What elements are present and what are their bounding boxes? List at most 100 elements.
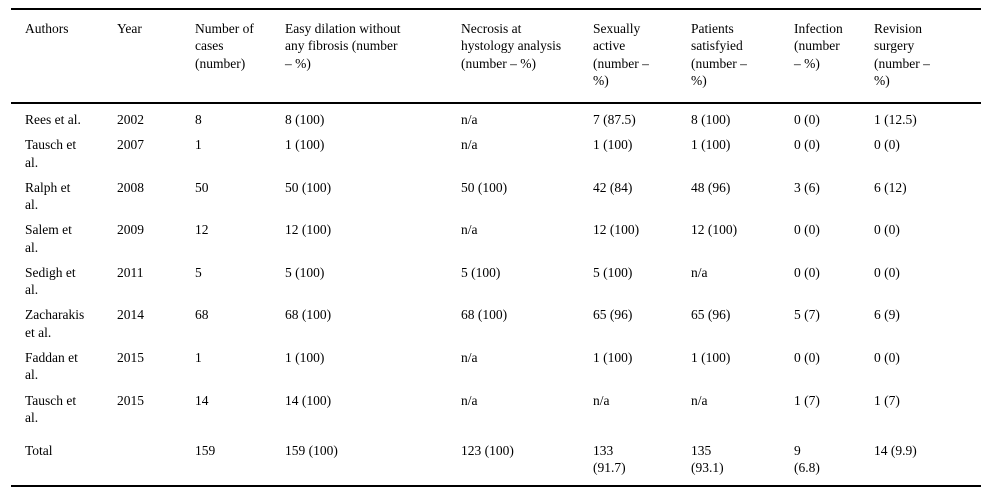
column-header: Patients satisfyied (number – %) [683, 9, 786, 105]
table-cell: 68 (100) [461, 307, 508, 323]
table-cell: 6 (12) [874, 179, 907, 195]
table-cell: 5 (100) [593, 264, 633, 280]
table-cell: 8 [195, 112, 202, 128]
table-cell: 14 (9.9) [874, 443, 917, 459]
table-cell: Total [25, 443, 53, 459]
table-row: Tausch et al. 2015 14 14 (100) n/a n/a n/a 1 (7… [11, 388, 981, 431]
table-cell: 12 (100) [593, 222, 640, 238]
table-cell: 0 (0) [794, 349, 820, 365]
table-cell: 12 (100) [691, 222, 738, 238]
table-cell: 159 [195, 443, 216, 459]
column-header: Authors [11, 9, 109, 105]
column-header: Necrosis at hystology analysis (number –… [453, 9, 585, 105]
table-cell: n/a [461, 222, 478, 238]
table-cell: 159 (100) [285, 443, 338, 459]
table-cell: 0 (0) [874, 349, 900, 365]
table-cell: 42 (84) [593, 179, 633, 195]
table-cell: 1 (7) [794, 392, 820, 408]
table-cell [109, 430, 187, 486]
table-row: Sedigh et al. 2011 5 5 (100) 5 (100) 5 (100) n… [11, 260, 981, 303]
table-cell: 123 (100) [461, 443, 514, 459]
table-cell: n/a [593, 392, 610, 408]
column-header: Number of cases (number) [187, 9, 277, 105]
table-cell: Ralph et al. [25, 179, 71, 213]
table-row: Total 159 159 (100) 123 (100) 133 (91.7) 135 … [11, 430, 981, 486]
table-cell: 65 (96) [691, 307, 731, 323]
table-cell: 2014 [117, 307, 144, 323]
table-cell: n/a [461, 349, 478, 365]
table-cell: 1 (7) [874, 392, 900, 408]
table-cell: Faddan et al. [25, 349, 78, 383]
table-cell: Tausch et al. [25, 392, 77, 425]
table-cell: 0 (0) [794, 112, 820, 128]
table-cell: 133 (91.7) [593, 443, 626, 476]
table-body: Rees et al. 2002 8 8 (100) n/a 7 (87.5) 8 (100… [11, 103, 981, 486]
table-cell: 5 (7) [794, 307, 820, 323]
table-cell: 14 [195, 392, 209, 408]
table-cell: 8 (100) [285, 112, 325, 128]
table-cell: 50 [195, 179, 209, 195]
table-cell: 2015 [117, 392, 144, 408]
table-cell: 0 (0) [794, 264, 820, 280]
table-cell: 65 (96) [593, 307, 633, 323]
table-cell: 1 (100) [593, 349, 633, 365]
table-cell: 0 (0) [794, 137, 820, 153]
table-cell: 2008 [117, 179, 144, 195]
table-cell: n/a [461, 137, 478, 153]
table-cell: 1 (100) [691, 349, 731, 365]
table-cell: 5 (100) [285, 264, 325, 280]
table-cell: 9 (6.8) [794, 443, 820, 476]
table-row: Faddan et al. 2015 1 1 (100) n/a 1 (100) 1 (10… [11, 345, 981, 388]
column-header: Year [109, 9, 187, 105]
table-cell: 6 (9) [874, 307, 900, 323]
table-row: Salem et al. 2009 12 12 (100) n/a 12 (100) 12 … [11, 217, 981, 260]
table-cell: 1 [195, 137, 202, 153]
table-cell: 1 (100) [691, 137, 731, 153]
table-cell: 8 (100) [691, 112, 731, 128]
table-cell: 12 [195, 222, 209, 238]
table-cell: 1 (100) [593, 137, 633, 153]
table-cell: Tausch et al. [25, 137, 77, 170]
table-cell: 68 [195, 307, 209, 323]
table-cell: 0 (0) [874, 264, 900, 280]
column-header: Infection (number – %) [786, 9, 866, 105]
table-cell: Rees et al. [25, 112, 81, 128]
table-cell: 2015 [117, 349, 144, 365]
table-cell: 2011 [117, 264, 144, 280]
table-cell: 48 (96) [691, 179, 731, 195]
table-row: Zacharakis et al. 2014 68 68 (100) 68 (100) 6… [11, 302, 981, 345]
table-cell: 135 (93.1) [691, 443, 724, 476]
table-cell: 1 [195, 349, 202, 365]
table-cell: 50 (100) [461, 179, 508, 195]
table-cell: n/a [461, 112, 478, 128]
table-cell: n/a [691, 392, 708, 408]
column-header: Easy dilation without any fibrosis (numb… [277, 9, 453, 105]
results-table: Authors Year Number of cases (number) Easy … [11, 8, 981, 487]
table-cell: 0 (0) [794, 222, 820, 238]
table-cell: 0 (0) [874, 222, 900, 238]
table-cell: 5 [195, 264, 202, 280]
table-cell: 3 (6) [794, 179, 820, 195]
table-cell: 12 (100) [285, 222, 332, 238]
table-cell: 0 (0) [874, 137, 900, 153]
column-header: Revision surgery (number – %) [866, 9, 981, 105]
table-cell: 5 (100) [461, 264, 501, 280]
table-row: Tausch et al. 2007 1 1 (100) n/a 1 (100) 1 (10… [11, 132, 981, 175]
table-row: Rees et al. 2002 8 8 (100) n/a 7 (87.5) 8 (100… [11, 103, 981, 132]
table-header: Authors Year Number of cases (number) Easy … [11, 9, 981, 105]
table-cell: 1 (100) [285, 349, 325, 365]
table-cell: 14 (100) [285, 392, 332, 408]
table-row: Ralph et al. 2008 50 50 (100) 50 (100) 42 (84… [11, 175, 981, 218]
table-cell: Salem et al. [25, 222, 72, 255]
table-cell: 68 (100) [285, 307, 332, 323]
table-cell: 2009 [117, 222, 144, 238]
table-cell: 1 (100) [285, 137, 325, 153]
table-cell: n/a [691, 264, 708, 280]
table-cell: 1 (12.5) [874, 112, 917, 128]
table-cell: Sedigh et al. [25, 264, 76, 298]
table-cell: 50 (100) [285, 179, 332, 195]
table-header-row: Authors Year Number of cases (number) Easy … [11, 9, 981, 105]
table-cell: 2002 [117, 112, 144, 128]
table-cell: 7 (87.5) [593, 112, 636, 128]
